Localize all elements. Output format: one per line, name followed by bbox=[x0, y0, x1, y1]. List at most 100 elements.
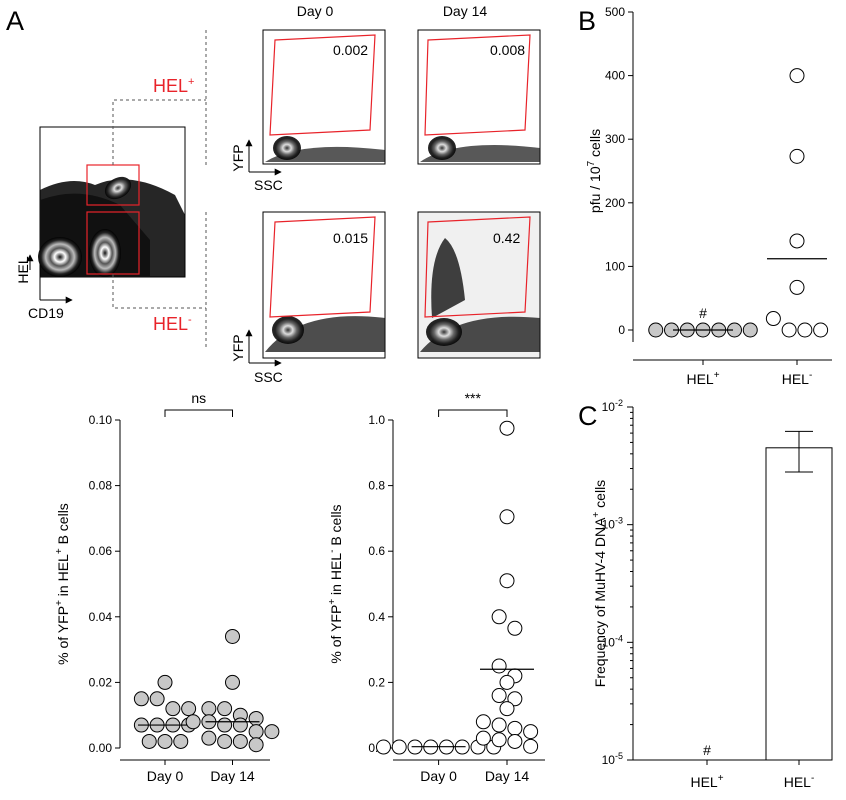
data-point bbox=[232, 733, 248, 749]
data-point bbox=[141, 733, 157, 749]
y-tick-label: 10-5 bbox=[602, 751, 623, 767]
data-point bbox=[225, 674, 240, 690]
data-point bbox=[507, 620, 523, 636]
data-point bbox=[217, 717, 233, 733]
y-tick-label: 100 bbox=[605, 259, 625, 273]
data-point bbox=[217, 733, 233, 749]
data-point bbox=[264, 724, 280, 740]
annotation-hash: # bbox=[703, 742, 711, 758]
data-point bbox=[225, 628, 240, 644]
y-axis-label: % of YFP+ in HEL- B cells bbox=[327, 504, 344, 663]
data-point bbox=[491, 658, 507, 674]
data-point bbox=[491, 732, 507, 748]
data-point bbox=[157, 733, 173, 749]
y-tick-label: 0.6 bbox=[368, 544, 385, 558]
chart-yfp-hel-pos: 0.00 0.02 0.04 0.06 0.08 0.10 Day 0 Day 14 ns % o… bbox=[54, 390, 280, 784]
flow-plot-hel-neg-day14: 0.42 bbox=[417, 211, 541, 359]
data-point bbox=[391, 739, 407, 755]
significance-bracket bbox=[438, 409, 508, 417]
y-tick-label: 0.10 bbox=[89, 413, 113, 427]
flow-plot-hel-neg-day0: 0.015 bbox=[262, 211, 386, 359]
column-header-day14: Day 14 bbox=[443, 3, 488, 19]
gate-value: 0.015 bbox=[333, 230, 368, 246]
data-point bbox=[523, 738, 539, 754]
flow-plot-hel-pos-day0: 0.002 bbox=[262, 29, 386, 165]
data-point bbox=[248, 710, 264, 726]
data-point bbox=[789, 233, 805, 249]
panel-label-b: B bbox=[578, 6, 596, 36]
y-tick-label: 400 bbox=[605, 69, 625, 83]
small-axes-top: YFP SSC bbox=[230, 139, 283, 193]
data-point bbox=[201, 730, 217, 746]
data-point bbox=[499, 420, 515, 436]
significance-label: *** bbox=[465, 390, 482, 406]
data-point bbox=[789, 279, 805, 295]
data-point bbox=[507, 691, 523, 707]
data-point bbox=[181, 701, 197, 717]
y-tick-label: 300 bbox=[605, 132, 625, 146]
small-x-label: SSC bbox=[254, 369, 283, 385]
data-point bbox=[491, 717, 507, 733]
gate-label-hel-pos: HEL+ bbox=[153, 76, 194, 96]
data-point bbox=[742, 322, 758, 338]
data-point bbox=[185, 714, 201, 730]
data-point bbox=[232, 717, 248, 733]
data-point bbox=[789, 148, 805, 164]
parent-x-label: CD19 bbox=[28, 305, 64, 321]
gate-value: 0.008 bbox=[490, 42, 525, 58]
data-point bbox=[499, 701, 515, 717]
x-tick-label: Day 0 bbox=[147, 768, 184, 784]
data-point bbox=[248, 737, 264, 753]
significance-bracket bbox=[164, 409, 233, 417]
data-point bbox=[165, 701, 181, 717]
data-point bbox=[201, 701, 217, 717]
data-point bbox=[797, 322, 813, 338]
x-tick-label: Day 0 bbox=[420, 768, 457, 784]
y-tick-label: 0.4 bbox=[368, 610, 385, 624]
gate-value: 0.42 bbox=[493, 230, 520, 246]
data-point bbox=[507, 720, 523, 736]
y-tick-label: 0.02 bbox=[89, 675, 113, 689]
data-point bbox=[248, 724, 264, 740]
y-tick-label: 200 bbox=[605, 196, 625, 210]
panel-label-c: C bbox=[578, 401, 598, 431]
data-point bbox=[789, 68, 805, 84]
column-header-day0: Day 0 bbox=[297, 3, 334, 19]
bar bbox=[765, 447, 833, 761]
y-tick-label: 0.04 bbox=[89, 610, 113, 624]
data-point bbox=[499, 573, 515, 589]
parent-dot-plot: HEL CD19 bbox=[15, 126, 186, 321]
x-tick-label: HEL- bbox=[784, 773, 815, 790]
panel-label-a: A bbox=[6, 6, 24, 36]
chart-frequency-dna: 10-5 10-4 10-3 10-2 HEL+ HEL- # Frequency of Mu… bbox=[591, 398, 833, 790]
small-y-label: YFP bbox=[230, 144, 246, 171]
data-point bbox=[173, 733, 189, 749]
data-point bbox=[781, 322, 797, 338]
data-point bbox=[499, 509, 515, 525]
data-point bbox=[475, 714, 491, 730]
y-tick-label: 0.8 bbox=[368, 479, 385, 493]
data-point bbox=[491, 688, 507, 704]
annotation-hash: # bbox=[699, 305, 707, 321]
y-tick-label: 0.06 bbox=[89, 544, 113, 558]
y-axis-label: Frequency of MuHV-4 DNA+ cells bbox=[591, 480, 608, 687]
data-point bbox=[157, 674, 173, 690]
y-tick-label: 0.00 bbox=[89, 741, 113, 755]
gate-value: 0.002 bbox=[333, 42, 368, 58]
data-point bbox=[375, 739, 391, 755]
chart-pfu: 0 100 200 300 400 500 HEL+ HEL- # pfu / 107 cells bbox=[586, 5, 832, 387]
small-x-label: SSC bbox=[254, 177, 283, 193]
gate-label-hel-neg: HEL- bbox=[153, 314, 192, 334]
significance-label: ns bbox=[191, 390, 206, 406]
y-tick-label: 0 bbox=[618, 323, 625, 337]
x-tick-label: Day 14 bbox=[210, 768, 255, 784]
y-tick-label: 10-2 bbox=[602, 398, 623, 414]
data-point bbox=[507, 733, 523, 749]
x-tick-label: HEL+ bbox=[690, 773, 723, 790]
x-tick-label: Day 14 bbox=[485, 768, 530, 784]
data-point bbox=[217, 701, 233, 717]
y-axis-label: pfu / 107 cells bbox=[586, 129, 603, 213]
gate-connectors bbox=[112, 30, 207, 350]
data-point bbox=[475, 730, 491, 746]
